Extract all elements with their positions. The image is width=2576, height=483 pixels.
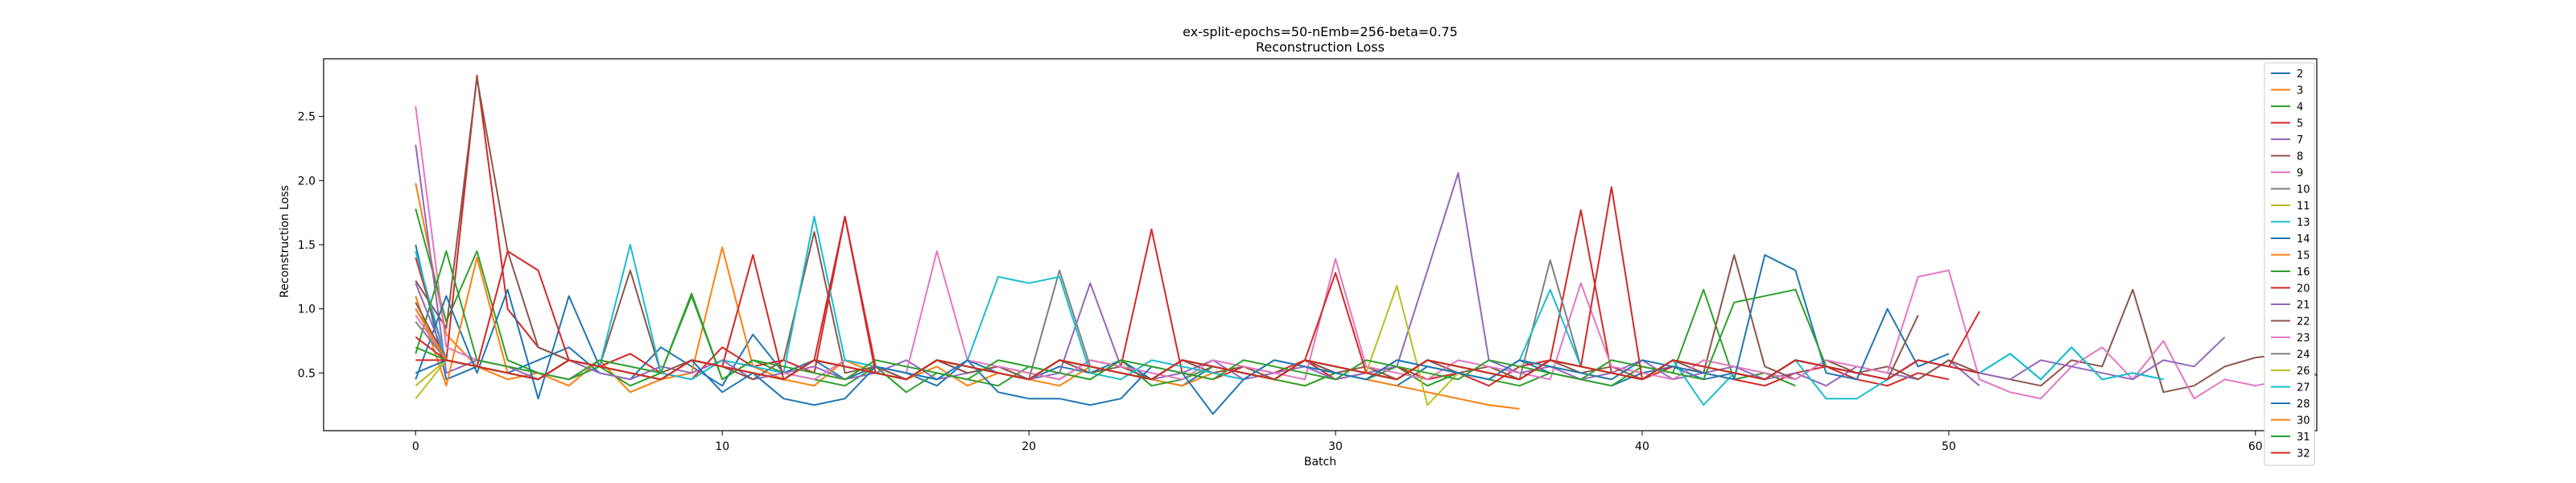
legend-label-9: 9 (2297, 167, 2303, 180)
y-tick-label: 2.0 (298, 175, 316, 188)
legend-label-2: 2 (2297, 68, 2303, 80)
legend-label-23: 23 (2297, 332, 2310, 345)
x-axis-label: Batch (1304, 456, 1336, 469)
legend-label-22: 22 (2297, 316, 2310, 328)
series-line-7 (415, 144, 1980, 387)
legend-label-8: 8 (2297, 151, 2303, 163)
series-line-16 (415, 250, 1857, 381)
series-layer (415, 74, 2317, 415)
series-line-11 (415, 285, 1612, 407)
legend-label-5: 5 (2297, 118, 2303, 130)
legend-label-31: 31 (2297, 431, 2310, 444)
legend-label-14: 14 (2297, 233, 2310, 246)
legend-label-28: 28 (2297, 398, 2310, 411)
y-axis-label: Reconstruction Loss (279, 185, 291, 298)
x-axis: 0 10 20 30 40 50 60 (412, 431, 2263, 453)
legend-label-13: 13 (2297, 217, 2310, 229)
x-tick-label: 10 (715, 440, 729, 453)
y-tick-label: 0.5 (298, 367, 316, 380)
legend-label-7: 7 (2297, 134, 2303, 147)
legend-label-27: 27 (2297, 382, 2310, 394)
y-axis: 0.5 1.0 1.5 2.0 2.5 (298, 111, 324, 380)
legend-label-32: 32 (2297, 448, 2310, 460)
chart-title: ex-split-epochs=50-nEmb=256-beta=0.75 (1183, 24, 1458, 39)
legend-label-26: 26 (2297, 365, 2310, 378)
series-line-20 (415, 186, 1980, 381)
legend-label-4: 4 (2297, 101, 2303, 114)
x-tick-label: 30 (1328, 440, 1343, 453)
legend-box (2264, 62, 2315, 466)
chart-subtitle: Reconstruction Loss (1256, 39, 1385, 55)
legend-label-15: 15 (2297, 250, 2310, 262)
legend-label-24: 24 (2297, 349, 2310, 361)
legend-label-11: 11 (2297, 200, 2310, 213)
series-line-8 (415, 76, 2317, 394)
x-tick-label: 50 (1942, 440, 1956, 453)
legend-label-10: 10 (2297, 184, 2310, 196)
legend-label-21: 21 (2297, 299, 2310, 312)
y-tick-label: 1.5 (298, 239, 316, 252)
y-tick-label: 1.0 (298, 303, 316, 316)
legend-label-16: 16 (2297, 266, 2310, 279)
legend-label-20: 20 (2297, 283, 2310, 295)
x-tick-label: 0 (412, 440, 419, 453)
legend: 2345789101113141516202122232426272830313… (2264, 62, 2315, 466)
x-tick-label: 40 (1635, 440, 1649, 453)
series-line-32 (415, 359, 1980, 381)
x-tick-label: 20 (1022, 440, 1036, 453)
legend-label-30: 30 (2297, 415, 2310, 427)
y-tick-label: 2.5 (298, 111, 316, 124)
legend-label-3: 3 (2297, 85, 2303, 97)
x-tick-label: 60 (2248, 440, 2263, 453)
